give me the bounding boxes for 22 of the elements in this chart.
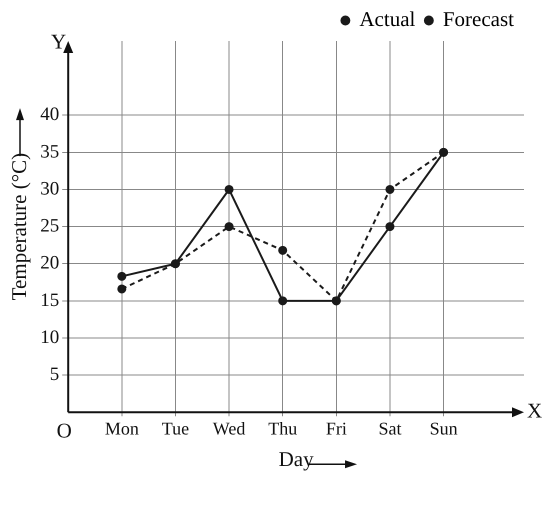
text: O [56, 418, 72, 443]
y-tick-label: 40 [40, 104, 60, 126]
text: Y [51, 30, 66, 54]
x-tick-label: Mon [104, 418, 139, 439]
y-tick-label: 35 [40, 141, 60, 162]
x-tick-label: Tue [162, 418, 190, 439]
y-tick-label: 30 [40, 178, 60, 200]
text: X [527, 398, 542, 423]
y-tick-label: 25 [40, 216, 60, 237]
legend-label: Actual [359, 7, 416, 32]
x-tick-label: Fri [326, 418, 347, 439]
x-tick-label: Thu [268, 418, 298, 439]
x-axis-title: Day [278, 446, 314, 471]
legend-label: Forecast [442, 7, 514, 32]
y-tick-label: 5 [50, 364, 60, 386]
y-axis-title: Temperature (°C) [7, 152, 32, 300]
y-tick-label: 20 [40, 252, 60, 274]
y-tick-label: 15 [40, 290, 60, 311]
y-tick-label: 10 [40, 326, 60, 348]
x-tick-label: Wed [212, 418, 246, 439]
x-tick-label: Sun [430, 418, 458, 439]
x-tick-label: Sat [378, 418, 402, 439]
